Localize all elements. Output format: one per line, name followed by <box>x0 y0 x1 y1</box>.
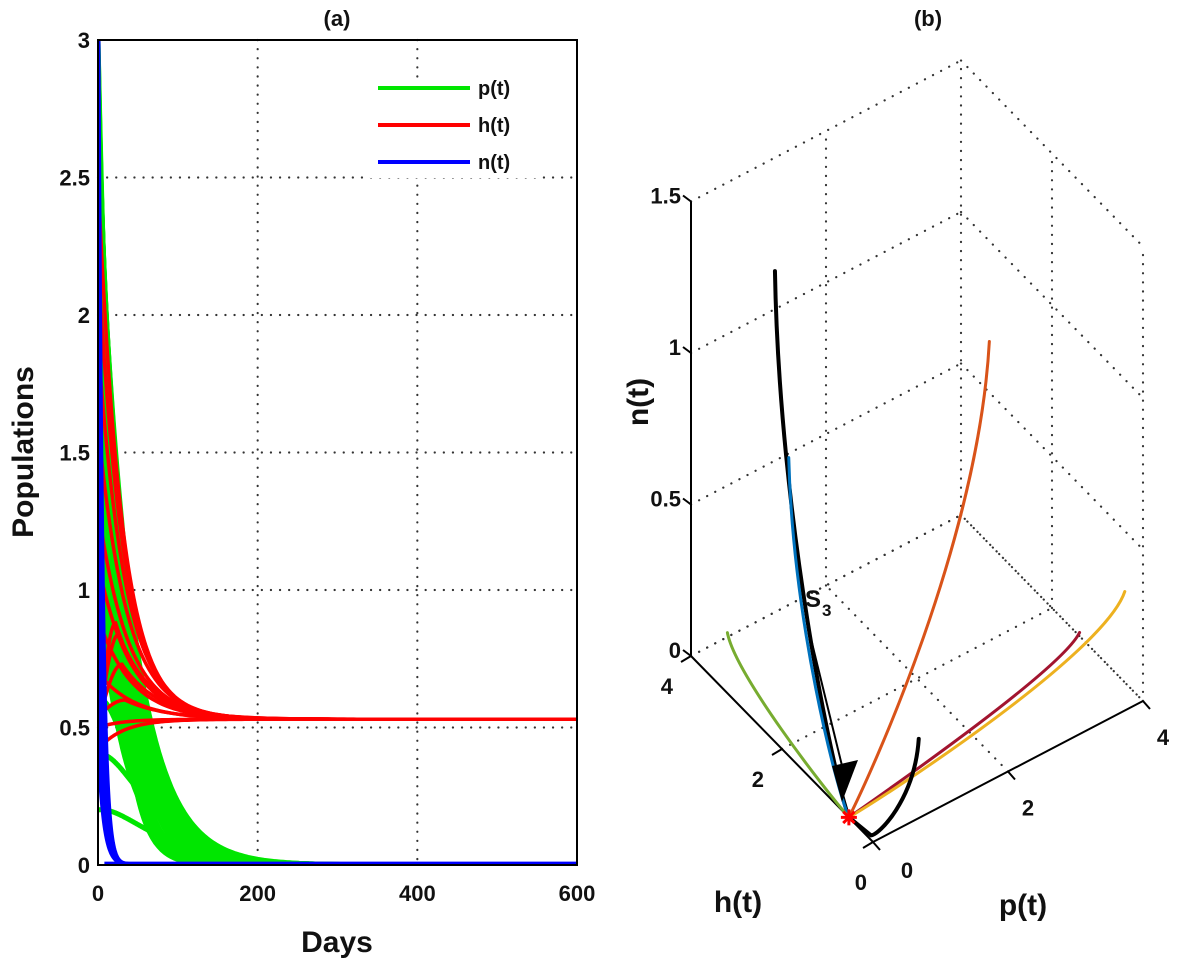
p-tick <box>1007 770 1016 781</box>
grid-line <box>689 513 963 658</box>
z-tick-label: 1 <box>669 335 681 360</box>
p-trajectory <box>98 81 577 865</box>
p-trajectory <box>98 259 577 865</box>
panel-a-ylabel: Populations <box>7 366 40 538</box>
annotation-arrowhead-icon <box>832 760 858 802</box>
panel-b-ylabel: h(t) <box>714 886 762 919</box>
y-tick-label: 2 <box>78 303 90 328</box>
legend-label: n(t) <box>478 152 510 174</box>
grid-line <box>959 362 1145 551</box>
h-trajectory <box>98 698 577 721</box>
trajectory-green <box>725 631 851 819</box>
p-trajectory <box>98 149 577 865</box>
grid-line <box>689 362 963 506</box>
panel-b-title: (b) <box>914 6 942 31</box>
legend-label: h(t) <box>478 115 510 137</box>
panel-b-ticks: 0 0.5 1 1.5 0 2 4 0 2 4 <box>650 184 1169 896</box>
trajectory-dark-red <box>847 630 1082 819</box>
p-trajectory <box>98 108 577 865</box>
z-tick-label: 0.5 <box>650 487 681 512</box>
panel-b-grid <box>689 59 1145 773</box>
h-tick <box>771 748 783 756</box>
equilibrium-label-subscript: 3 <box>822 601 831 620</box>
p-tick-label: 4 <box>1157 725 1170 750</box>
n-trajectory <box>98 727 577 865</box>
panel-a-title: (a) <box>324 6 351 31</box>
panel-b-xlabel: p(t) <box>999 889 1047 922</box>
annotation-arrow-line <box>811 642 846 779</box>
p-trajectory <box>98 94 577 865</box>
h-trajectory <box>98 424 577 721</box>
x-tick-label: 400 <box>399 881 436 906</box>
p-tick-label: 0 <box>901 858 913 883</box>
grid-line <box>959 59 1145 248</box>
trajectory-blue <box>787 456 851 819</box>
y-tick-label: 0 <box>78 853 90 878</box>
h-tick-label: 0 <box>855 870 867 895</box>
p-tick-label: 2 <box>1022 796 1034 821</box>
z-tick-label: 0 <box>669 638 681 663</box>
h-tick-label: 2 <box>752 767 764 792</box>
grid-line <box>780 606 1054 751</box>
p-trajectory <box>98 122 577 865</box>
z-tick <box>682 649 692 657</box>
z-tick <box>682 497 692 506</box>
grid-line <box>689 210 963 355</box>
p-trajectory <box>98 163 577 865</box>
equilibrium-marker-icon <box>840 809 857 826</box>
p-trajectory <box>98 136 577 865</box>
trajectory-black-hook <box>846 736 921 838</box>
p-trajectory <box>98 67 577 865</box>
h-trajectory <box>98 259 577 721</box>
trajectory-yellow <box>847 590 1127 819</box>
x-tick-label: 600 <box>559 881 596 906</box>
panel-b-trajectories <box>725 269 1127 838</box>
y-tick-label: 1.5 <box>59 441 90 466</box>
y-tick-label: 1 <box>78 578 90 603</box>
x-tick-label: 0 <box>92 881 104 906</box>
x-tick-label: 200 <box>239 881 276 906</box>
h-tick <box>862 841 874 849</box>
z-tick <box>682 346 692 354</box>
panel-a-curves <box>98 40 577 865</box>
z-tick <box>682 194 692 203</box>
trajectory-orange-red <box>847 339 991 819</box>
equilibrium-label: S3 <box>805 586 831 620</box>
h-trajectory <box>98 507 577 721</box>
h-trajectory <box>98 620 577 742</box>
panel-a-legend: p(t) h(t) n(t) <box>370 78 542 178</box>
y-tick-label: 3 <box>78 28 90 53</box>
y-tick-label: 2.5 <box>59 166 90 191</box>
p-trajectory <box>98 149 577 865</box>
panel-b-zlabel: n(t) <box>622 378 655 426</box>
h-trajectory <box>98 717 577 751</box>
p-tick <box>872 841 881 851</box>
panel-a-ticks: 0 200 400 600 0 0.5 1 1.5 2 2.5 3 <box>59 28 595 906</box>
grid-line <box>689 59 963 203</box>
h-trajectory <box>98 177 577 721</box>
h-trajectory <box>98 342 577 721</box>
panel-b-phase-portrait: (b) 0 0.5 1 1.5 0 2 4 0 2 4 n(t) h(t) p(t) S3 <box>622 6 1170 922</box>
panel-b-equilibrium-annotation: S3 <box>805 586 858 826</box>
panel-a-axes-box <box>97 39 578 866</box>
panel-a-xlabel: Days <box>301 926 373 959</box>
y-tick-label: 0.5 <box>59 716 90 741</box>
z-tick-label: 1.5 <box>650 184 681 209</box>
legend-label: p(t) <box>478 78 510 100</box>
h-tick-label: 4 <box>661 674 674 699</box>
h-tick <box>680 655 692 663</box>
p-tick <box>1142 700 1151 710</box>
panel-a-time-series: (a) 0 200 400 600 0 0.5 1 1.5 2 2.5 3 Days Populat… <box>7 6 595 959</box>
